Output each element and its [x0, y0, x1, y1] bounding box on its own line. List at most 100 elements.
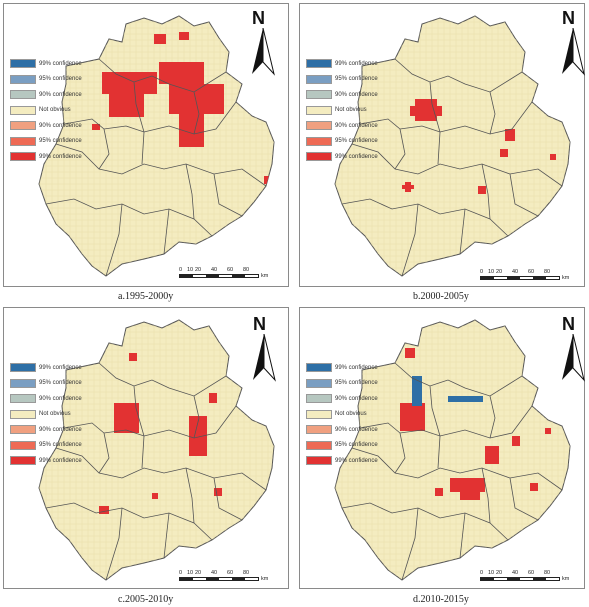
hotspot-cluster — [152, 493, 158, 499]
hotspot-cluster — [92, 124, 100, 130]
district-boundary — [489, 395, 496, 439]
district-boundary — [141, 435, 145, 469]
district-boundary — [105, 507, 123, 581]
caption-d: d.2010-2015y — [413, 594, 469, 605]
legend-item: 99% confidence — [10, 149, 82, 165]
district-boundary — [213, 477, 243, 521]
legend-swatch — [306, 59, 332, 69]
district-boundary — [429, 81, 441, 133]
map-panel-b: 99% confidence 95% confidence 90% confiden… — [299, 3, 585, 287]
scale-tick-label: 60 — [227, 570, 234, 576]
map-panel-c: 99% confidence 95% confidence 90% confiden… — [3, 307, 289, 589]
district-boundary — [437, 131, 441, 165]
legend-item: 90% confidence — [306, 422, 378, 438]
scale-bar-graphic — [480, 577, 560, 581]
legend-item: 95% confidence — [306, 376, 378, 392]
scale-tick-label: 80 — [243, 570, 250, 576]
district-boundary — [509, 173, 539, 217]
legend-item: 95% confidence — [306, 72, 378, 88]
district-boundary — [105, 203, 123, 277]
north-arrow-icon — [562, 28, 585, 76]
hotspot-cluster — [159, 62, 204, 84]
legend-label: 90% confidence — [39, 395, 82, 402]
legend-item: 90% confidence — [10, 118, 82, 134]
legend-item: 90% confidence — [10, 87, 82, 103]
hotspot-cluster — [189, 416, 207, 456]
north-arrow-letter: N — [253, 314, 266, 334]
district-boundary — [481, 163, 491, 220]
hotspot-cluster — [129, 353, 137, 361]
legend-label: 99% confidence — [335, 457, 378, 464]
legend-item: 95% confidence — [10, 376, 82, 392]
legend-item: 99% confidence — [10, 360, 82, 376]
scale-tick-label: 40 — [512, 570, 519, 576]
map-panel-a: 99% confidence 95% confidence 90% confiden… — [3, 3, 289, 287]
scale-unit: km — [261, 273, 269, 279]
district-boundary — [55, 447, 267, 491]
map-b — [334, 15, 571, 277]
legend-swatch — [10, 152, 36, 162]
district-boundary — [45, 502, 213, 541]
hotspot-cluster — [478, 186, 486, 194]
coldspot-cluster — [448, 396, 483, 402]
legend-swatch — [306, 440, 332, 450]
hotspot-cluster — [450, 478, 485, 492]
legend-item: 90% confidence — [10, 391, 82, 407]
legend-swatch — [306, 136, 332, 146]
district-boundary — [489, 91, 496, 135]
legend-label: 99% confidence — [39, 153, 82, 160]
legend-label: 90% confidence — [39, 426, 82, 433]
hotspot-cluster — [500, 149, 508, 157]
legend-swatch — [306, 378, 332, 388]
legend-label: 95% confidence — [335, 442, 378, 449]
north-arrow-icon — [252, 28, 275, 76]
district-boundary — [193, 91, 200, 135]
district-boundary — [163, 208, 170, 255]
hotspot-cluster — [505, 129, 515, 141]
legend-item: Not obvious — [306, 103, 378, 119]
hotspot-cluster — [154, 34, 166, 44]
scale-tick-label: 20 — [496, 570, 503, 576]
legend-label: 95% confidence — [39, 76, 82, 83]
hotspot-cluster — [538, 46, 546, 60]
legend-item: 99% confidence — [306, 360, 378, 376]
legend-label: Not obvious — [39, 411, 71, 418]
district-boundary — [351, 447, 563, 491]
district-boundary — [98, 432, 110, 474]
hotspot-cluster — [512, 436, 520, 446]
map-a — [38, 15, 275, 277]
legend-swatch — [10, 105, 36, 115]
hotspot-cluster — [530, 483, 538, 491]
hotspot-cluster — [102, 72, 157, 94]
legend-label: Not obvious — [335, 411, 367, 418]
district-boundary — [213, 173, 243, 217]
scale-bar-d: 0 10 20 40 60 80 km — [480, 570, 570, 582]
legend-label: 99% confidence — [335, 60, 378, 67]
legend-label: 99% confidence — [39, 60, 82, 67]
legend-swatch — [306, 409, 332, 419]
hotspot-cluster — [179, 112, 204, 147]
scale-bar-graphic — [179, 274, 259, 278]
legend-swatch — [10, 90, 36, 100]
legend-label: 99% confidence — [335, 153, 378, 160]
legend-swatch — [10, 59, 36, 69]
hotspot-cluster — [405, 348, 415, 358]
legend-label: 90% confidence — [335, 395, 378, 402]
district-boundary — [185, 163, 195, 220]
district-boundary — [163, 512, 170, 559]
legend-swatch — [306, 105, 332, 115]
legend-label: 90% confidence — [39, 91, 82, 98]
hotspot-cluster — [400, 403, 425, 431]
legend-label: Not obvious — [39, 107, 71, 114]
legend-b: 99% confidence 95% confidence 90% confiden… — [306, 56, 378, 165]
legend-swatch — [306, 425, 332, 435]
scale-tick-label: 60 — [528, 570, 535, 576]
hotspot-cluster — [485, 446, 499, 464]
map-panel-d: 99% confidence 95% confidence 90% confiden… — [299, 307, 585, 589]
legend-swatch — [306, 394, 332, 404]
scale-tick-label: 60 — [528, 269, 535, 275]
district-boundary — [133, 81, 145, 133]
district-boundary — [341, 198, 509, 237]
legend-item: 90% confidence — [306, 118, 378, 134]
legend-swatch — [10, 363, 36, 373]
